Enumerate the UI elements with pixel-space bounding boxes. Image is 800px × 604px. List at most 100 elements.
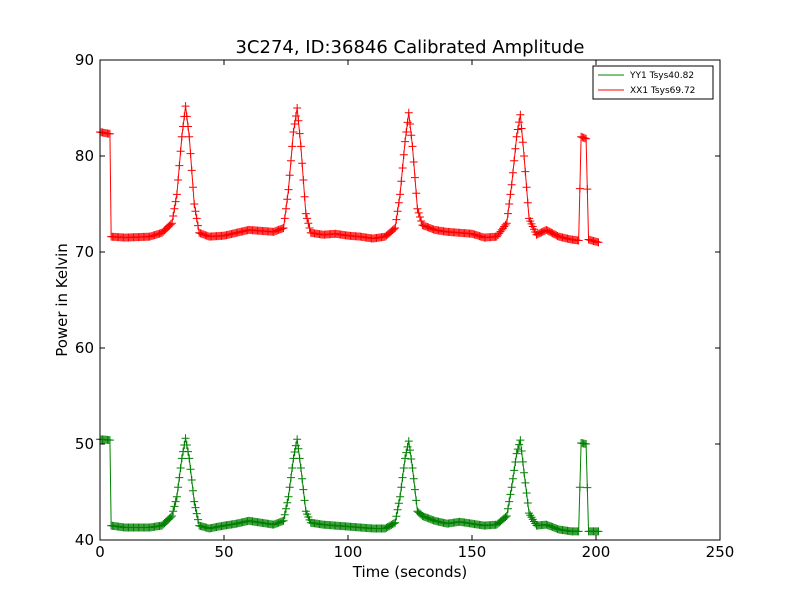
data-point-marker bbox=[510, 466, 519, 475]
data-point-marker bbox=[298, 474, 307, 483]
data-point-marker bbox=[189, 486, 197, 495]
data-point-marker bbox=[398, 473, 407, 482]
data-point-marker bbox=[105, 436, 114, 445]
data-point-marker bbox=[393, 505, 402, 514]
data-point-marker bbox=[506, 490, 515, 499]
x-axis-label: Time (seconds) bbox=[352, 563, 468, 581]
data-point-marker bbox=[174, 483, 183, 492]
data-point-marker bbox=[394, 499, 403, 508]
data-point-marker bbox=[412, 496, 421, 505]
data-point-marker bbox=[300, 496, 309, 505]
y-tick-label: 90 bbox=[75, 51, 94, 69]
data-point-marker bbox=[190, 200, 199, 208]
data-point-marker bbox=[286, 473, 295, 482]
data-point-marker bbox=[575, 184, 584, 193]
data-point-marker bbox=[172, 492, 181, 501]
data-point-marker bbox=[413, 204, 422, 213]
data-point-marker bbox=[176, 464, 185, 472]
data-point-marker bbox=[105, 129, 114, 138]
legend-label-xx1: XX1 Tsys69.72 bbox=[630, 86, 695, 96]
data-point-marker bbox=[521, 478, 530, 487]
data-point-marker bbox=[513, 125, 522, 134]
data-point-marker bbox=[522, 488, 531, 497]
data-point-marker bbox=[397, 483, 406, 492]
data-point-marker bbox=[393, 207, 402, 216]
data-point-marker bbox=[574, 236, 583, 245]
data-point-marker bbox=[298, 159, 307, 168]
data-point-marker bbox=[284, 492, 293, 501]
data-point-marker bbox=[171, 197, 180, 206]
data-point-marker bbox=[389, 519, 398, 528]
data-point-marker bbox=[510, 156, 519, 165]
data-point-marker bbox=[170, 502, 179, 511]
data-point-marker bbox=[396, 190, 405, 199]
data-point-marker bbox=[515, 118, 524, 127]
data-point-marker bbox=[505, 497, 514, 506]
data-point-marker bbox=[187, 476, 196, 484]
data-point-marker bbox=[508, 474, 517, 483]
chart-title: 3C274, ID:36846 Calibrated Amplitude bbox=[235, 37, 584, 58]
data-point-marker bbox=[181, 102, 190, 111]
data-point-marker bbox=[182, 112, 191, 121]
data-point-marker bbox=[184, 447, 193, 456]
data-point-marker bbox=[284, 185, 293, 194]
data-point-marker bbox=[296, 142, 305, 151]
x-tick-label: 100 bbox=[334, 543, 363, 561]
data-point-marker bbox=[166, 513, 175, 522]
data-point-marker bbox=[512, 132, 521, 141]
data-point-marker bbox=[518, 457, 527, 466]
data-point-marker bbox=[166, 220, 175, 229]
data-point-marker bbox=[417, 217, 426, 226]
plot-area bbox=[96, 102, 603, 536]
data-point-marker bbox=[191, 207, 200, 216]
data-point-marker bbox=[398, 164, 407, 172]
data-point-marker bbox=[399, 150, 408, 159]
data-point-marker bbox=[290, 120, 299, 128]
data-point-marker bbox=[190, 497, 199, 506]
data-point-marker bbox=[582, 134, 591, 143]
data-point-marker bbox=[412, 189, 421, 198]
data-point-marker bbox=[296, 464, 305, 472]
data-point-marker bbox=[526, 511, 535, 520]
data-point-marker bbox=[575, 483, 584, 492]
x-tick-label: 50 bbox=[214, 543, 233, 561]
data-point-marker bbox=[172, 190, 181, 199]
data-point-marker bbox=[410, 485, 419, 494]
data-point-marker bbox=[522, 183, 531, 192]
data-point-marker bbox=[410, 173, 419, 182]
data-point-marker bbox=[169, 212, 178, 220]
data-point-marker bbox=[290, 448, 299, 456]
data-point-marker bbox=[392, 215, 401, 224]
x-tick-label: 0 bbox=[95, 543, 105, 561]
data-point-marker bbox=[300, 192, 309, 201]
legend-entry-xx1: XX1 Tsys69.72 bbox=[598, 86, 695, 96]
data-point-marker bbox=[396, 492, 405, 501]
data-point-marker bbox=[391, 224, 400, 232]
axis-ticks: 0 50 100 150 200 250 40 50 60 70 80 90 bbox=[75, 51, 734, 561]
data-point-marker bbox=[174, 176, 183, 184]
data-point-marker bbox=[523, 499, 532, 508]
data-point-marker bbox=[177, 454, 186, 463]
data-point-marker bbox=[288, 142, 297, 151]
data-point-marker bbox=[401, 454, 410, 463]
data-point-marker bbox=[409, 158, 418, 166]
data-point-marker bbox=[187, 166, 196, 175]
data-point-marker bbox=[279, 516, 288, 525]
data-point-marker bbox=[583, 483, 592, 492]
data-point-marker bbox=[280, 214, 289, 223]
data-point-marker bbox=[294, 444, 303, 453]
x-tick-label: 150 bbox=[458, 543, 487, 561]
data-point-marker bbox=[517, 447, 526, 456]
data-point-marker bbox=[171, 497, 180, 506]
data-point-marker bbox=[299, 176, 308, 184]
data-point-marker bbox=[404, 437, 413, 446]
data-point-marker bbox=[409, 474, 418, 483]
data-point-marker bbox=[305, 224, 314, 232]
data-point-marker bbox=[527, 513, 536, 522]
data-point-marker bbox=[189, 183, 197, 192]
data-point-marker bbox=[582, 440, 591, 448]
data-point-marker bbox=[289, 128, 298, 136]
legend: YY1 Tsys40.82 XX1 Tsys69.72 bbox=[592, 65, 714, 100]
data-point-marker bbox=[511, 458, 520, 466]
